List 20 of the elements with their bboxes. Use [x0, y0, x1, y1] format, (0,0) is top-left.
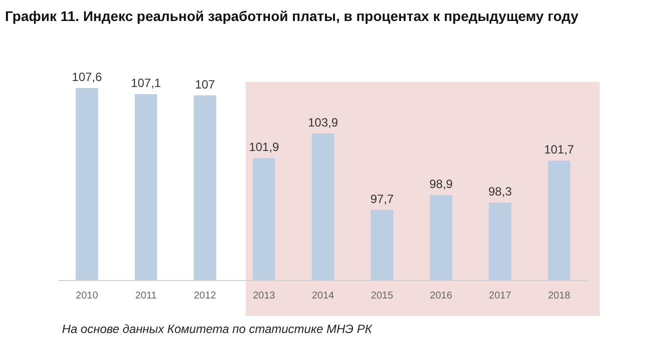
data-label: 101,9: [248, 140, 280, 154]
x-tick-label: 2015: [370, 290, 394, 302]
data-label: 97,7: [370, 192, 394, 206]
data-label: 98,3: [488, 184, 512, 198]
data-label: 103,9: [308, 116, 338, 130]
chart-title: График 11. Индекс реальной заработной платы, в процентах к предыдущему году: [5, 8, 578, 24]
x-tick-label: 2018: [548, 290, 571, 302]
data-label: 98,9: [429, 177, 454, 192]
data-label: 107,6: [72, 70, 102, 84]
x-tick-label: 2010: [76, 290, 98, 302]
data-label: 107: [194, 77, 216, 92]
x-tick-label: 2016: [430, 290, 453, 302]
x-tick-label: 2013: [252, 290, 276, 302]
x-tick-label: 2014: [312, 290, 335, 302]
data-label: 107,1: [130, 76, 162, 90]
x-tick-label: 2017: [488, 290, 512, 302]
text: На основе данных Комитета по статистике МНЭ РК: [62, 322, 372, 336]
x-tick-label: 2012: [194, 290, 217, 302]
x-tick-label: 2011: [135, 290, 158, 302]
data-label: 101,7: [544, 142, 574, 157]
